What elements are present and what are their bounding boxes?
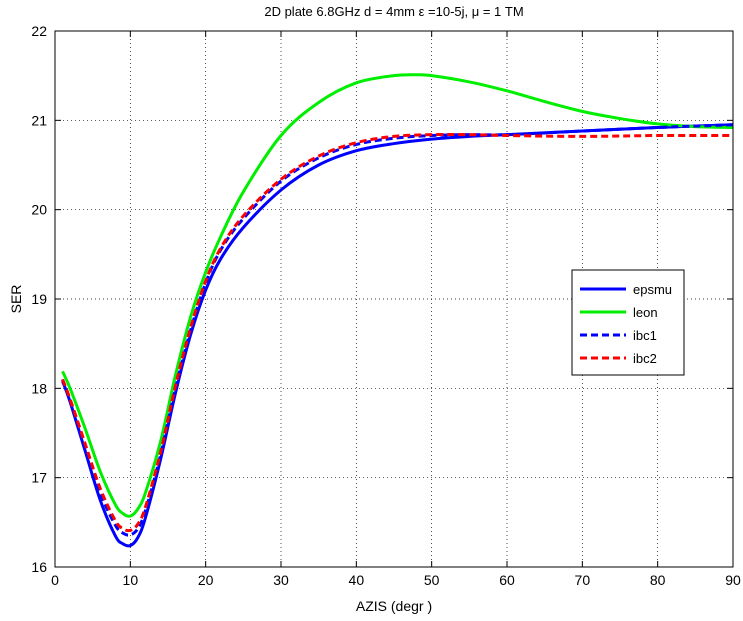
x-tick-label: 50: [424, 572, 440, 588]
y-tick-label: 22: [31, 23, 47, 39]
y-tick-label: 21: [31, 112, 47, 128]
x-tick-label: 30: [273, 572, 289, 588]
x-tick-label: 80: [650, 572, 666, 588]
y-tick-label: 18: [31, 380, 47, 396]
y-axis-title: SER: [8, 285, 24, 314]
legend-label-leon: leon: [633, 305, 658, 320]
y-tick-label: 20: [31, 202, 47, 218]
x-tick-label: 70: [575, 572, 591, 588]
y-tick-label: 19: [31, 291, 47, 307]
series-line-ibc2: [61, 132, 734, 533]
x-tick-label: 60: [499, 572, 515, 588]
legend-label-ibc1: ibc1: [633, 328, 657, 343]
legend: epsmu leon ibc1 ibc2: [571, 269, 685, 376]
legend-label-epsmu: epsmu: [633, 282, 672, 297]
y-tick-label: 16: [31, 559, 47, 575]
chart-title: 2D plate 6.8GHz d = 4mm ε =10-5j, μ = 1 …: [264, 4, 523, 19]
x-tick-label: 20: [198, 572, 214, 588]
x-axis-title: AZIS (degr ): [356, 598, 432, 614]
y-tick-label: 17: [31, 470, 47, 486]
x-tick-label: 40: [349, 572, 365, 588]
x-tick-label: 90: [725, 572, 741, 588]
x-tick-label: 10: [123, 572, 139, 588]
series-layer: [61, 73, 734, 548]
legend-label-ibc2: ibc2: [633, 351, 657, 366]
x-tick-label: 0: [51, 572, 59, 588]
axis-ticks: 0 10 20 30 40 50 60 70 80 90 16 17 18 19 20 21 22: [31, 23, 741, 588]
series-line-leon: [61, 73, 734, 518]
